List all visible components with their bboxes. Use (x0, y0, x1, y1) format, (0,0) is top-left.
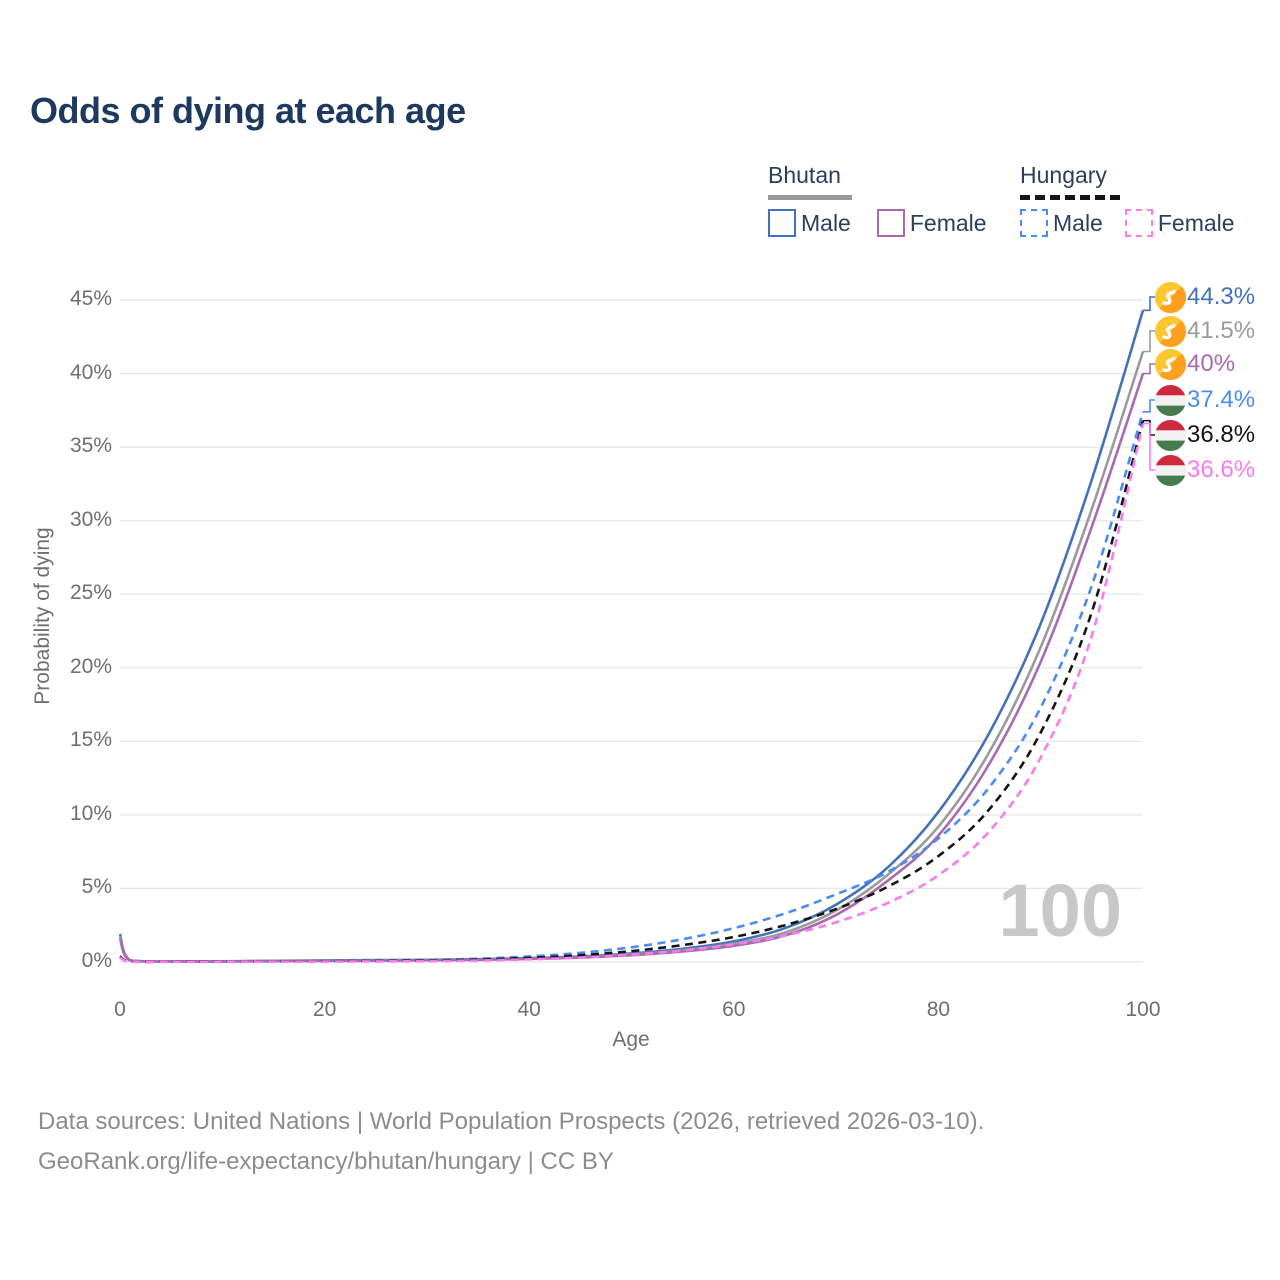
hungary-female-label[interactable]: Female (1157, 209, 1235, 236)
legend-group-hungary: Hungary Male Female (1020, 162, 1235, 237)
end-label-hungary-female: 36.6% (1187, 456, 1256, 483)
hungary-female-swatch[interactable] (1124, 209, 1153, 237)
hungary-flag-icon (1155, 454, 1186, 486)
series-line-hungary-male[interactable] (119, 411, 1145, 964)
end-label-connector (1143, 363, 1155, 375)
series-line-hungary-female[interactable] (119, 423, 1145, 964)
end-label-connector (1143, 330, 1155, 353)
footer-data-sources: Data sources: United Nations | World Pop… (38, 1108, 985, 1135)
end-label-hungary: 36.8% (1187, 421, 1256, 448)
hungary-flag-icon (1155, 384, 1186, 416)
hungary-male-swatch[interactable] (1020, 209, 1048, 237)
end-label-connector (1143, 422, 1155, 471)
legend-group-bhutan: Bhutan Male Female (768, 162, 987, 237)
series-line-bhutan[interactable] (118, 351, 1145, 963)
end-label-connector (1143, 399, 1155, 413)
x-tick-label: 0 (114, 998, 126, 1021)
series-line-bhutan-male[interactable] (118, 309, 1145, 963)
y-tick-label: 0% (81, 949, 112, 972)
y-tick-label: 10% (69, 801, 112, 825)
x-tick-label: 100 (1125, 998, 1161, 1021)
y-tick-label: 15% (69, 728, 112, 752)
y-tick-label: 45% (69, 287, 112, 310)
y-tick-label: 5% (81, 875, 112, 899)
page-title: Odds of dying at each age (30, 90, 466, 131)
y-tick-label: 30% (69, 507, 112, 531)
hungary-male-label[interactable]: Male (1053, 209, 1103, 236)
x-tick-label: 80 (926, 998, 951, 1021)
legend-bhutan-title[interactable]: Bhutan (768, 162, 841, 188)
end-label-bhutan-male: 44.3% (1187, 283, 1256, 310)
y-tick-label: 25% (69, 581, 112, 605)
age-counter-watermark: 100 (998, 869, 1122, 952)
hungary-flag-icon (1155, 419, 1186, 451)
x-tick-label: 40 (517, 998, 541, 1021)
end-label-bhutan: 41.5% (1187, 317, 1256, 344)
end-label-hungary-male: 37.4% (1187, 386, 1256, 413)
series-line-hungary[interactable] (119, 420, 1145, 964)
x-axis-title: Age (612, 1028, 650, 1051)
bhutan-flag-icon (1155, 281, 1186, 313)
end-label-connector (1143, 296, 1155, 312)
bhutan-flag-icon (1155, 348, 1186, 380)
y-tick-label: 40% (69, 360, 112, 384)
bhutan-male-swatch[interactable] (768, 209, 796, 237)
y-tick-label: 20% (69, 654, 112, 678)
bhutan-female-label[interactable]: Female (909, 209, 987, 236)
bhutan-female-swatch[interactable] (876, 209, 905, 237)
hungary-series-swatch (1020, 195, 1120, 200)
footer-attribution: GeoRank.org/life-expectancy/bhutan/hunga… (38, 1148, 614, 1175)
y-tick-label: 35% (69, 434, 112, 458)
end-label-bhutan-female: 40% (1187, 350, 1236, 377)
bhutan-male-label[interactable]: Male (801, 209, 851, 236)
bhutan-series-swatch (768, 195, 852, 200)
legend-hungary-title[interactable]: Hungary (1020, 162, 1107, 188)
bhutan-flag-icon (1155, 315, 1186, 347)
x-tick-label: 60 (722, 998, 746, 1021)
series-line-bhutan-female[interactable] (118, 373, 1145, 963)
x-tick-label: 20 (312, 998, 337, 1021)
